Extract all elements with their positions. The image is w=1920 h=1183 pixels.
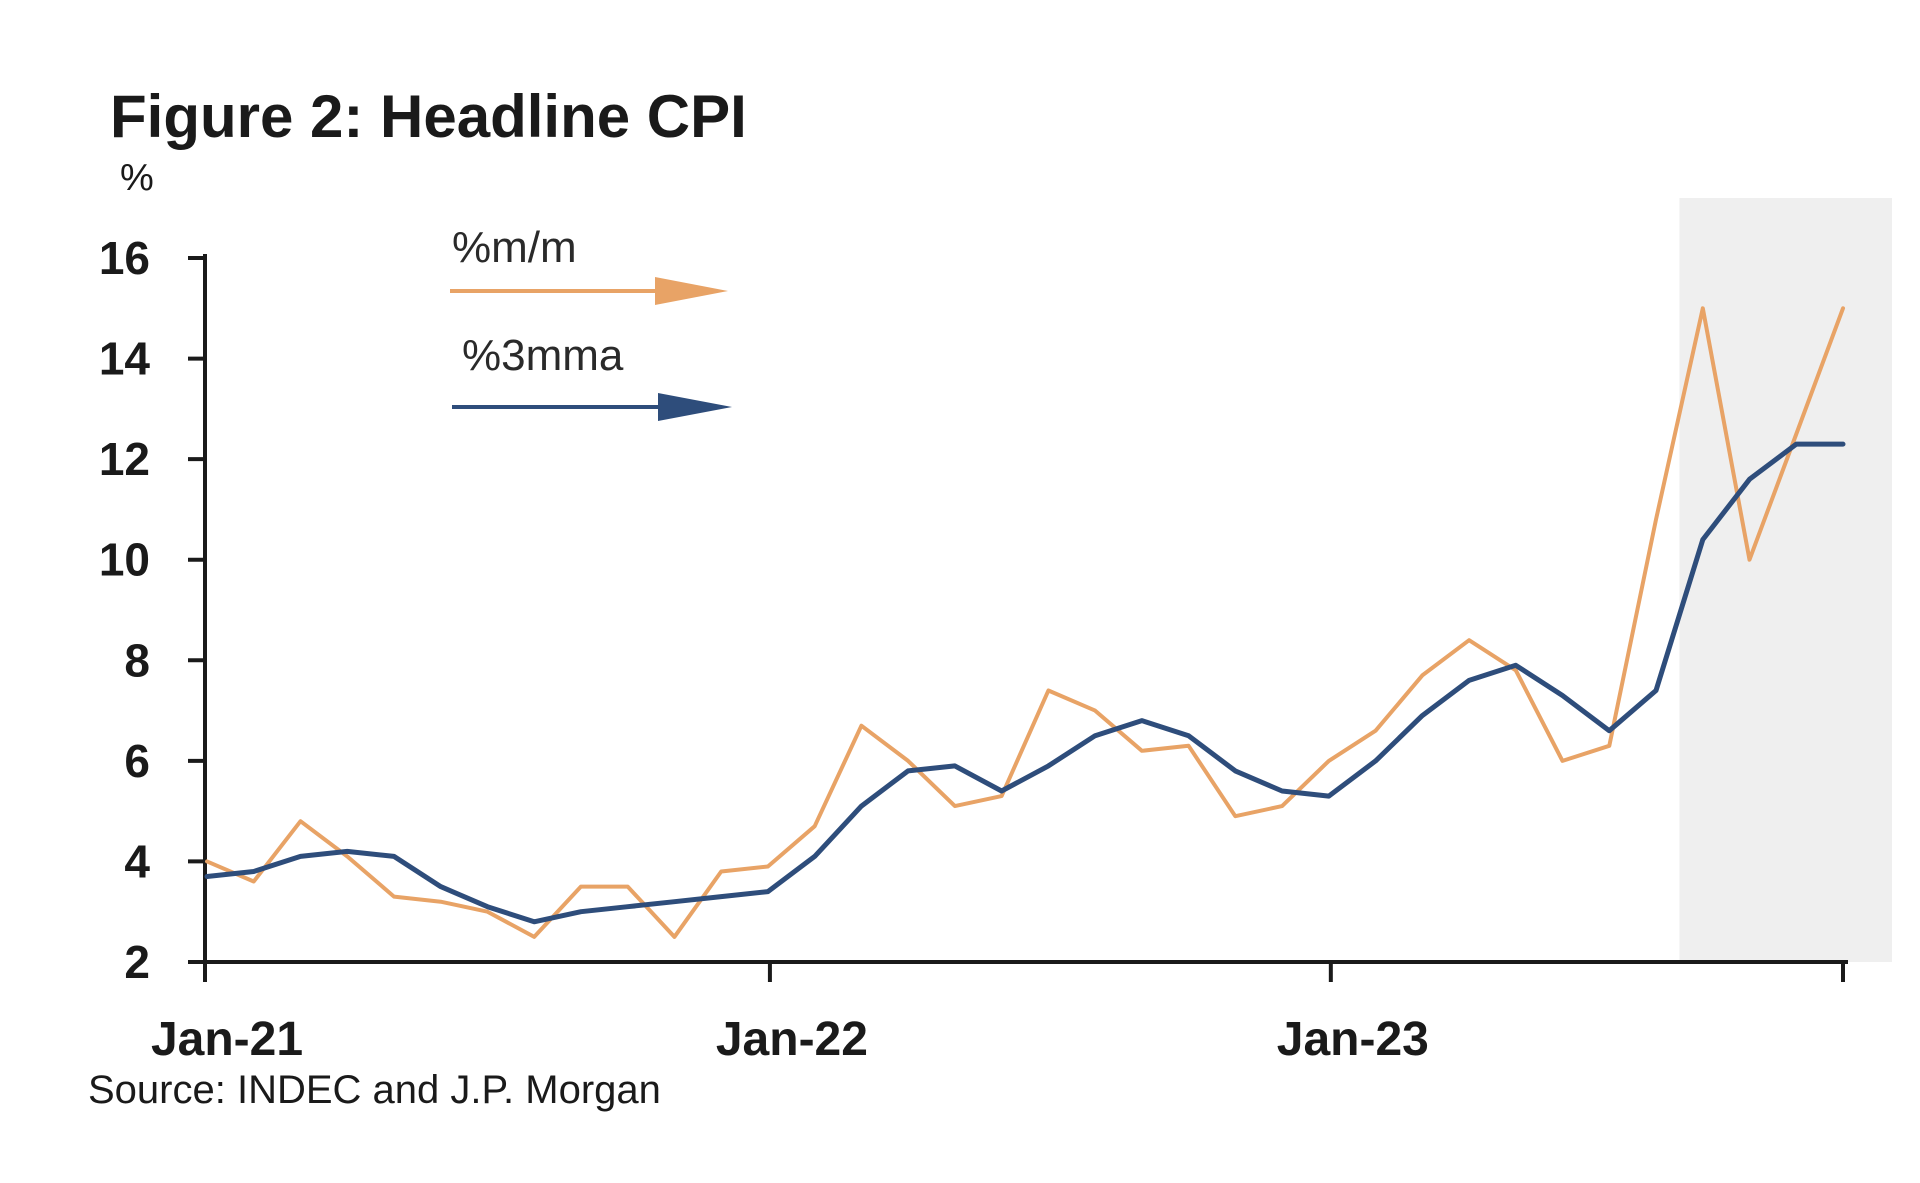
y-tick-label: 6: [124, 735, 150, 787]
y-tick-label: 2: [124, 936, 150, 988]
x-tick-label: Jan-23: [1277, 1013, 1429, 1066]
legend-label-mm: %m/m: [452, 223, 577, 272]
chart-title: Figure 2: Headline CPI: [110, 83, 747, 150]
series-line-mm: [205, 306, 1845, 939]
legend: %m/m %3mma: [450, 223, 732, 421]
forecast-shaded-region: [1679, 198, 1892, 962]
y-tick-label: 16: [99, 232, 150, 284]
legend-label-3mma: %3mma: [462, 331, 624, 380]
y-tick-label: 14: [99, 333, 151, 385]
y-tick-label: 8: [124, 634, 150, 686]
series-line-3mma: [204, 441, 1846, 925]
source-note: Source: INDEC and J.P. Morgan: [88, 1068, 661, 1112]
y-tick-label: 4: [124, 835, 150, 887]
x-tick-label: Jan-22: [716, 1013, 868, 1066]
y-tick-label: 12: [99, 433, 150, 485]
y-tick-label: 10: [99, 534, 150, 586]
x-tick-label: Jan-21: [151, 1013, 303, 1066]
legend-arrow-3mma-head: [658, 393, 732, 421]
legend-arrow-mm-head: [655, 277, 728, 305]
y-axis-unit-label: %: [120, 157, 154, 199]
